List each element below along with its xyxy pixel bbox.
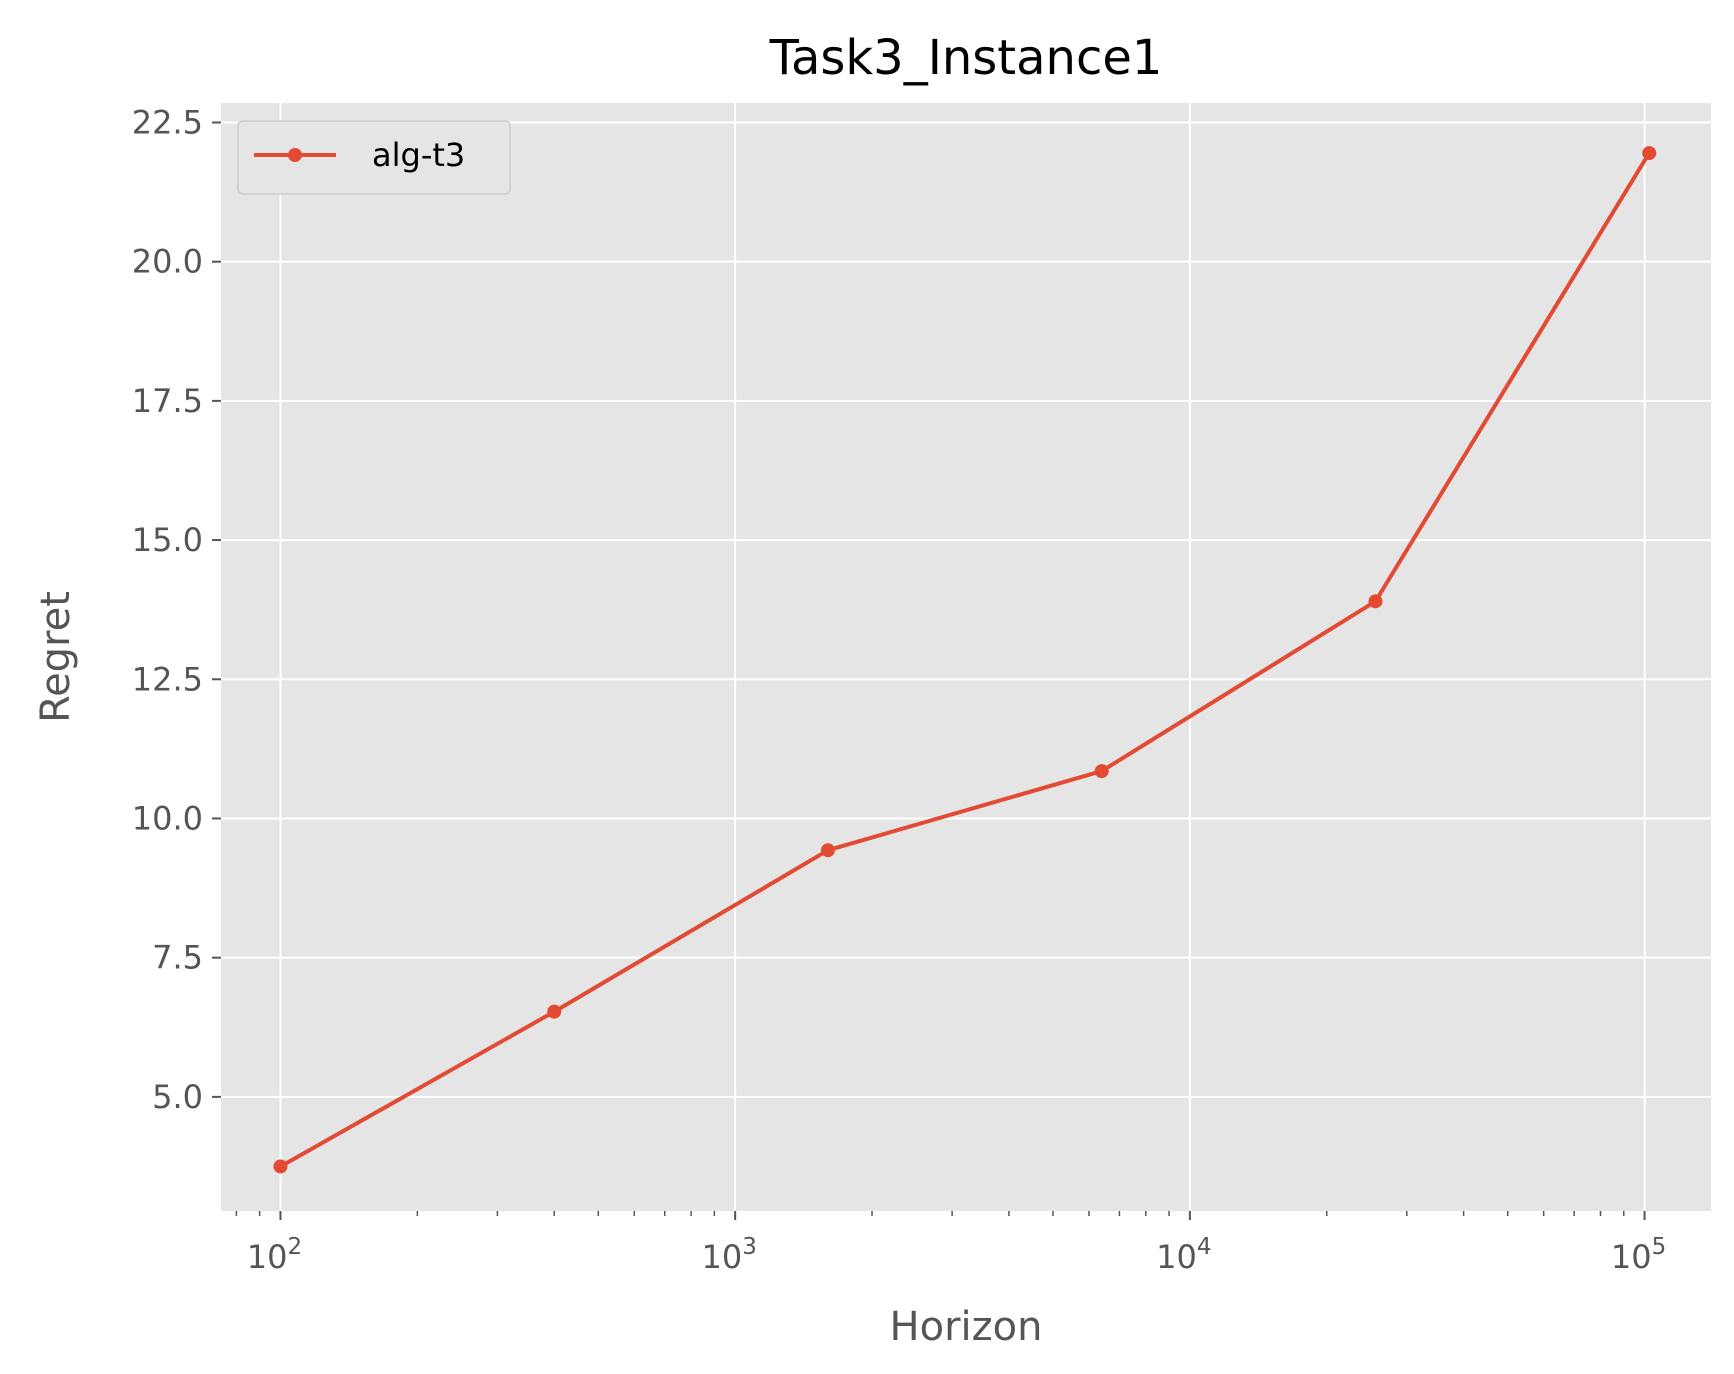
data-point xyxy=(1642,146,1657,161)
y-tick-label: 22.5 xyxy=(132,103,203,141)
y-tick-label: 7.5 xyxy=(152,939,203,977)
data-point xyxy=(547,1004,562,1019)
y-tick-label: 10.0 xyxy=(132,799,203,837)
y-tick-label: 15.0 xyxy=(132,521,203,559)
x-axis-label: Horizon xyxy=(890,1304,1043,1350)
y-tick-label: 17.5 xyxy=(132,382,203,420)
data-point xyxy=(273,1159,288,1174)
legend: alg-t3 xyxy=(237,120,511,195)
x-tick-label: 102 xyxy=(247,1234,302,1276)
x-axis-ticks: 102 103 104 105 xyxy=(235,1211,1666,1276)
y-axis-label: Regret xyxy=(33,591,79,723)
y-tick-label: 12.5 xyxy=(132,660,203,698)
y-tick-label: 5.0 xyxy=(152,1078,203,1116)
data-point xyxy=(820,843,835,858)
chart-title: Task3_Instance1 xyxy=(769,30,1163,86)
plot-background xyxy=(221,103,1711,1211)
y-axis-ticks: 5.0 7.5 10.0 12.5 15.0 17.5 20.0 22.5 xyxy=(132,103,221,1116)
data-point xyxy=(1094,764,1109,779)
x-tick-label: 104 xyxy=(1156,1234,1211,1276)
legend-label-alg-t3: alg-t3 xyxy=(372,136,465,174)
legend-swatch-marker xyxy=(288,148,302,162)
series-layer xyxy=(273,146,1657,1174)
y-tick-label: 20.0 xyxy=(132,243,203,281)
grid-lines xyxy=(221,103,1711,1211)
legend-box xyxy=(237,120,511,195)
x-tick-label: 105 xyxy=(1611,1234,1666,1276)
x-tick-label: 103 xyxy=(701,1234,756,1276)
series-line-alg-t3 xyxy=(279,152,1651,1169)
data-point xyxy=(1368,594,1383,609)
